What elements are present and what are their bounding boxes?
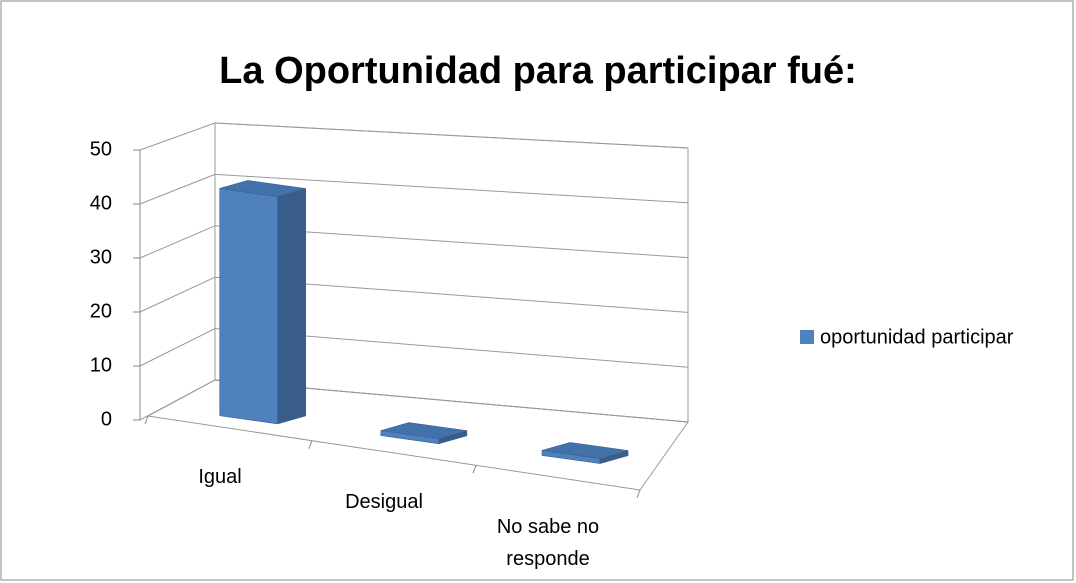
bar-face: [219, 188, 279, 425]
bar-face: [541, 442, 629, 459]
y-tick-label: 50: [90, 138, 112, 160]
x-tick-mark: [636, 489, 641, 499]
grid-line: [214, 122, 689, 149]
bar-face: [219, 180, 306, 197]
x-tick-label: Igual: [198, 466, 242, 489]
grid-line: [139, 276, 216, 313]
grid-line: [139, 122, 216, 151]
grid-line: [139, 379, 216, 421]
grid-line: [139, 225, 216, 259]
y-tick-label: 20: [90, 300, 112, 322]
x-tick-mark: [144, 415, 149, 425]
x-tick-mark: [308, 440, 313, 449]
x-tick-label: No sabe no responde: [496, 515, 600, 570]
bar-face: [380, 422, 467, 440]
legend-label: oportunidad participar: [820, 326, 1014, 348]
x-tick-mark: [472, 465, 477, 474]
bar: [541, 442, 629, 464]
bar: [219, 180, 307, 425]
grid-line: [139, 173, 216, 205]
grid-line: [214, 173, 689, 204]
y-tick-label: 0: [101, 408, 112, 430]
y-tick-label: 10: [90, 354, 112, 376]
legend-swatch: [800, 330, 814, 344]
bar-face: [277, 188, 307, 425]
grid-line: [139, 328, 216, 367]
y-tick-label: 30: [90, 246, 112, 268]
bar: [380, 422, 468, 445]
chart-title: La Oportunidad para participar fué:: [219, 50, 857, 92]
x-tick-label: Desigual: [345, 491, 423, 513]
y-tick-label: 40: [90, 192, 112, 214]
